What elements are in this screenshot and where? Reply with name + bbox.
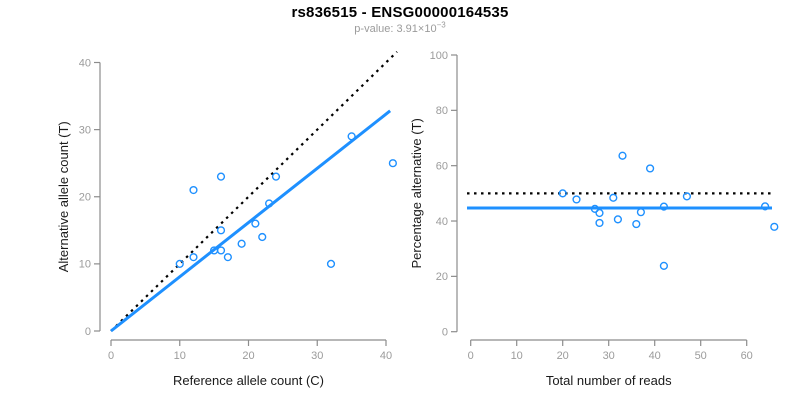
x-tick-label: 60 <box>741 350 753 362</box>
data-point <box>659 261 669 270</box>
x-axis-title: Reference allele count (C) <box>173 373 324 388</box>
data-point <box>223 253 232 262</box>
y-tick-label: 80 <box>436 105 448 117</box>
y-tick-label: 20 <box>436 271 448 283</box>
fitted-ratio-line <box>110 109 392 333</box>
x-tick-label: 40 <box>380 350 392 362</box>
data-point <box>326 259 336 268</box>
data-point <box>609 193 618 202</box>
data-point <box>216 172 226 181</box>
y-tick-label: 0 <box>442 327 448 339</box>
data-point <box>645 164 655 173</box>
percentage-vs-reads-scatter: 0 20 40 60 80 100 0 10 20 30 40 50 60 Total number of… <box>409 50 779 388</box>
data-point <box>189 185 198 195</box>
y-axis-title: Percentage alternative (T) <box>409 118 424 268</box>
y-tick-label: 10 <box>79 259 91 271</box>
data-point <box>265 199 274 208</box>
y-tick-label: 60 <box>436 160 448 172</box>
x-tick-label: 10 <box>511 350 523 362</box>
x-tick-label: 20 <box>242 350 254 362</box>
x-tick-label: 30 <box>311 350 323 362</box>
y-tick-label: 100 <box>430 50 448 62</box>
x-tick-label: 40 <box>649 350 661 362</box>
pvalue-exponent: −3 <box>436 20 446 30</box>
data-point <box>216 246 226 255</box>
data-point <box>659 202 669 211</box>
data-point <box>237 239 246 248</box>
plot-title: rs836515 - ENSG00000164535 <box>291 4 509 21</box>
y-tick-label: 30 <box>79 124 91 136</box>
x-axis-title: Total number of reads <box>546 373 672 388</box>
data-point <box>189 253 198 262</box>
data-point <box>388 159 397 168</box>
data-point <box>632 219 641 229</box>
data-point <box>613 215 623 224</box>
data-point <box>347 132 356 141</box>
data-point <box>271 172 281 181</box>
y-tick-label: 40 <box>436 216 448 228</box>
pvalue-text: p-value: 3.91×10 <box>354 23 437 35</box>
y-tick-label: 0 <box>85 326 91 338</box>
x-tick-label: 50 <box>695 350 707 362</box>
y-axis-title: Alternative allele count (T) <box>56 121 71 272</box>
x-tick-label: 0 <box>468 350 474 362</box>
x-tick-label: 10 <box>174 350 186 362</box>
identity-50pct-line <box>110 50 398 332</box>
figure-header: rs836515 - ENSG00000164535 p-value: 3.91… <box>0 4 800 36</box>
data-point <box>618 151 627 160</box>
allele-count-scatter: 0 10 20 30 40 0 10 20 30 40 Reference allele count… <box>56 50 398 388</box>
data-point <box>258 232 267 242</box>
data-point <box>572 195 581 204</box>
data-point <box>770 222 779 231</box>
y-tick-label: 20 <box>79 192 91 204</box>
data-point <box>590 204 600 213</box>
x-tick-label: 0 <box>108 350 114 362</box>
plot-subtitle: p-value: 3.91×10−3 <box>0 20 800 36</box>
data-point <box>216 226 226 235</box>
data-point <box>558 189 567 198</box>
x-tick-label: 30 <box>603 350 615 362</box>
x-tick-label: 20 <box>557 350 569 362</box>
data-point <box>595 218 604 228</box>
data-point <box>175 259 184 268</box>
data-point <box>760 202 770 211</box>
data-point <box>251 219 260 228</box>
data-point <box>682 192 692 201</box>
data-point <box>595 208 604 218</box>
data-point <box>636 208 646 217</box>
y-tick-label: 40 <box>79 57 91 69</box>
